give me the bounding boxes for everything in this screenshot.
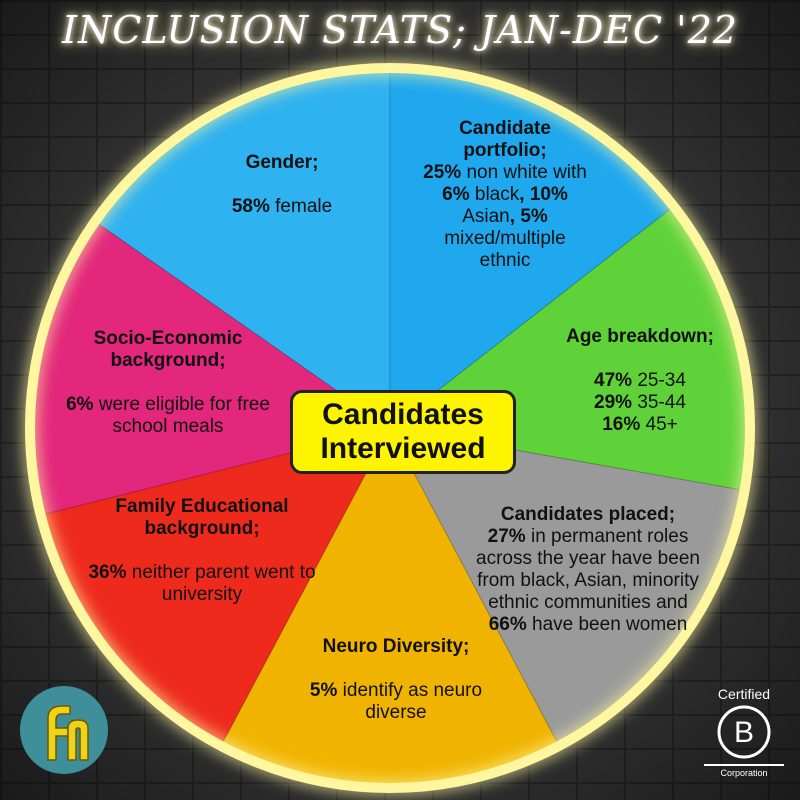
portfolio-stat2: 6% bbox=[442, 184, 470, 205]
placed-heading: Candidates placed; bbox=[500, 504, 676, 525]
placed-stat1: 27% bbox=[487, 526, 526, 547]
portfolio-text1: non white with bbox=[466, 162, 587, 183]
socio-text: were eligible for free school meals bbox=[98, 394, 270, 437]
segment-placed: Candidates placed; 27% in permanent role… bbox=[470, 504, 706, 636]
bcorp-letter: B bbox=[734, 716, 754, 749]
fc-brand-logo bbox=[20, 686, 108, 774]
age-row: 47% 25-34 bbox=[594, 370, 686, 391]
neuro-stat: 5% bbox=[309, 680, 338, 701]
center-label: Candidates Interviewed bbox=[290, 390, 516, 474]
portfolio-text3: Asian bbox=[462, 206, 510, 227]
bcorp-certified: Certified bbox=[717, 686, 771, 702]
segment-socio: Socio-Economic background; 6% were eligi… bbox=[58, 328, 278, 438]
portfolio-heading: Candidate portfolio; bbox=[459, 118, 551, 161]
family-text: neither parent went to university bbox=[131, 562, 316, 605]
neuro-text: identify as neuro diverse bbox=[342, 680, 483, 723]
family-heading: Family Educational background; bbox=[115, 496, 289, 539]
age-row: 29% 35-44 bbox=[594, 392, 686, 413]
segment-age: Age breakdown; 47% 25-34 29% 35-44 16% 4… bbox=[540, 326, 740, 436]
segment-gender: Gender; 58% female bbox=[182, 152, 382, 218]
age-heading: Age breakdown; bbox=[566, 326, 714, 347]
segment-portfolio: Candidate portfolio; 25% non white with … bbox=[423, 118, 587, 271]
gender-stat: 58% bbox=[231, 196, 270, 217]
portfolio-text4: mixed/multiple ethnic bbox=[444, 228, 566, 271]
center-line1: Candidates bbox=[322, 398, 484, 431]
b-corp-badge: Certified B Corporation bbox=[704, 686, 784, 782]
socio-stat: 6% bbox=[66, 394, 94, 415]
portfolio-stat4: 5% bbox=[520, 206, 548, 227]
portfolio-stat3: 10% bbox=[529, 184, 568, 205]
age-row: 16% 45+ bbox=[602, 414, 678, 435]
portfolio-text2: black bbox=[474, 184, 520, 205]
gender-heading: Gender; bbox=[245, 152, 319, 173]
portfolio-stat1: 25% bbox=[423, 162, 462, 183]
placed-text1: in permanent roles across the year have … bbox=[476, 526, 700, 613]
neuro-heading: Neuro Diversity; bbox=[322, 636, 470, 657]
b-corp-icon: B bbox=[717, 705, 771, 759]
glowing-ring bbox=[25, 63, 755, 793]
gender-text: female bbox=[275, 196, 333, 217]
family-stat: 36% bbox=[88, 562, 127, 583]
segment-family: Family Educational background; 36% neith… bbox=[86, 496, 318, 606]
socio-heading: Socio-Economic background; bbox=[93, 328, 243, 371]
page-title: INCLUSION STATS; JAN-DEC '22 bbox=[62, 8, 738, 52]
placed-text2: have been women bbox=[532, 614, 688, 635]
center-line2: Interviewed bbox=[320, 432, 486, 465]
placed-stat2: 66% bbox=[488, 614, 527, 635]
bcorp-corporation: Corporation bbox=[704, 764, 784, 778]
segment-neuro: Neuro Diversity; 5% identify as neuro di… bbox=[296, 636, 496, 724]
